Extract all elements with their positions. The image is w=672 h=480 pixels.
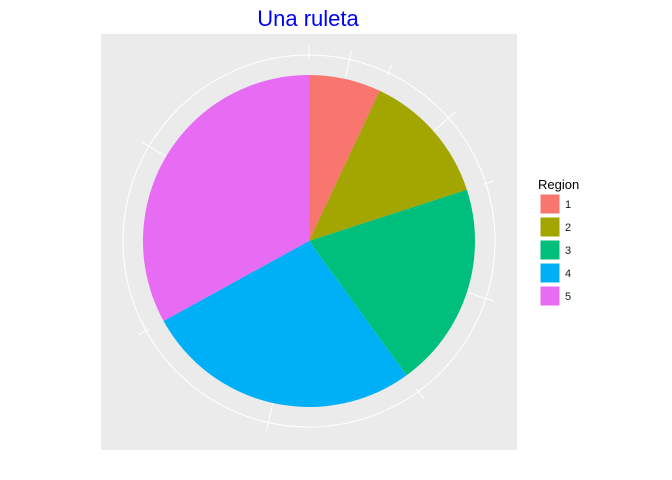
legend-item-2: 2: [539, 216, 571, 238]
legend-label-2: 2: [565, 222, 571, 234]
pie-slices: [143, 74, 475, 407]
legend-items: 1 2 3 4 5: [539, 193, 571, 307]
grid-tick-3: [482, 180, 495, 185]
legend-label-5: 5: [565, 291, 571, 303]
pie-slice-region-4: [163, 241, 407, 407]
legend-title: Region: [538, 177, 579, 192]
grid-tick-4: [416, 388, 425, 400]
pie-slice-region-2: [309, 90, 467, 241]
legend-label-3: 3: [565, 245, 571, 257]
legend-key-1: [539, 193, 561, 215]
chart-title: Una ruleta: [257, 6, 359, 31]
legend-key-5: [539, 285, 561, 307]
pie-slice-region-3: [309, 189, 475, 376]
pie-slice-region-1: [309, 75, 380, 241]
legend-key-3: [539, 239, 561, 261]
legend-item-3: 3: [539, 239, 571, 261]
legend-item-1: 1: [539, 193, 571, 215]
legend-key-4: [539, 262, 561, 284]
legend-item-5: 5: [539, 285, 571, 307]
legend-label-4: 4: [565, 268, 571, 280]
pie-slice-region-5: [143, 74, 309, 321]
legend: Region 1 2 3 4 5: [538, 177, 579, 307]
legend-label-1: 1: [565, 199, 571, 211]
grid-tick-5: [137, 328, 149, 336]
grid-tick-2: [386, 64, 393, 76]
legend-key-2: [539, 216, 561, 238]
legend-item-4: 4: [539, 262, 571, 284]
